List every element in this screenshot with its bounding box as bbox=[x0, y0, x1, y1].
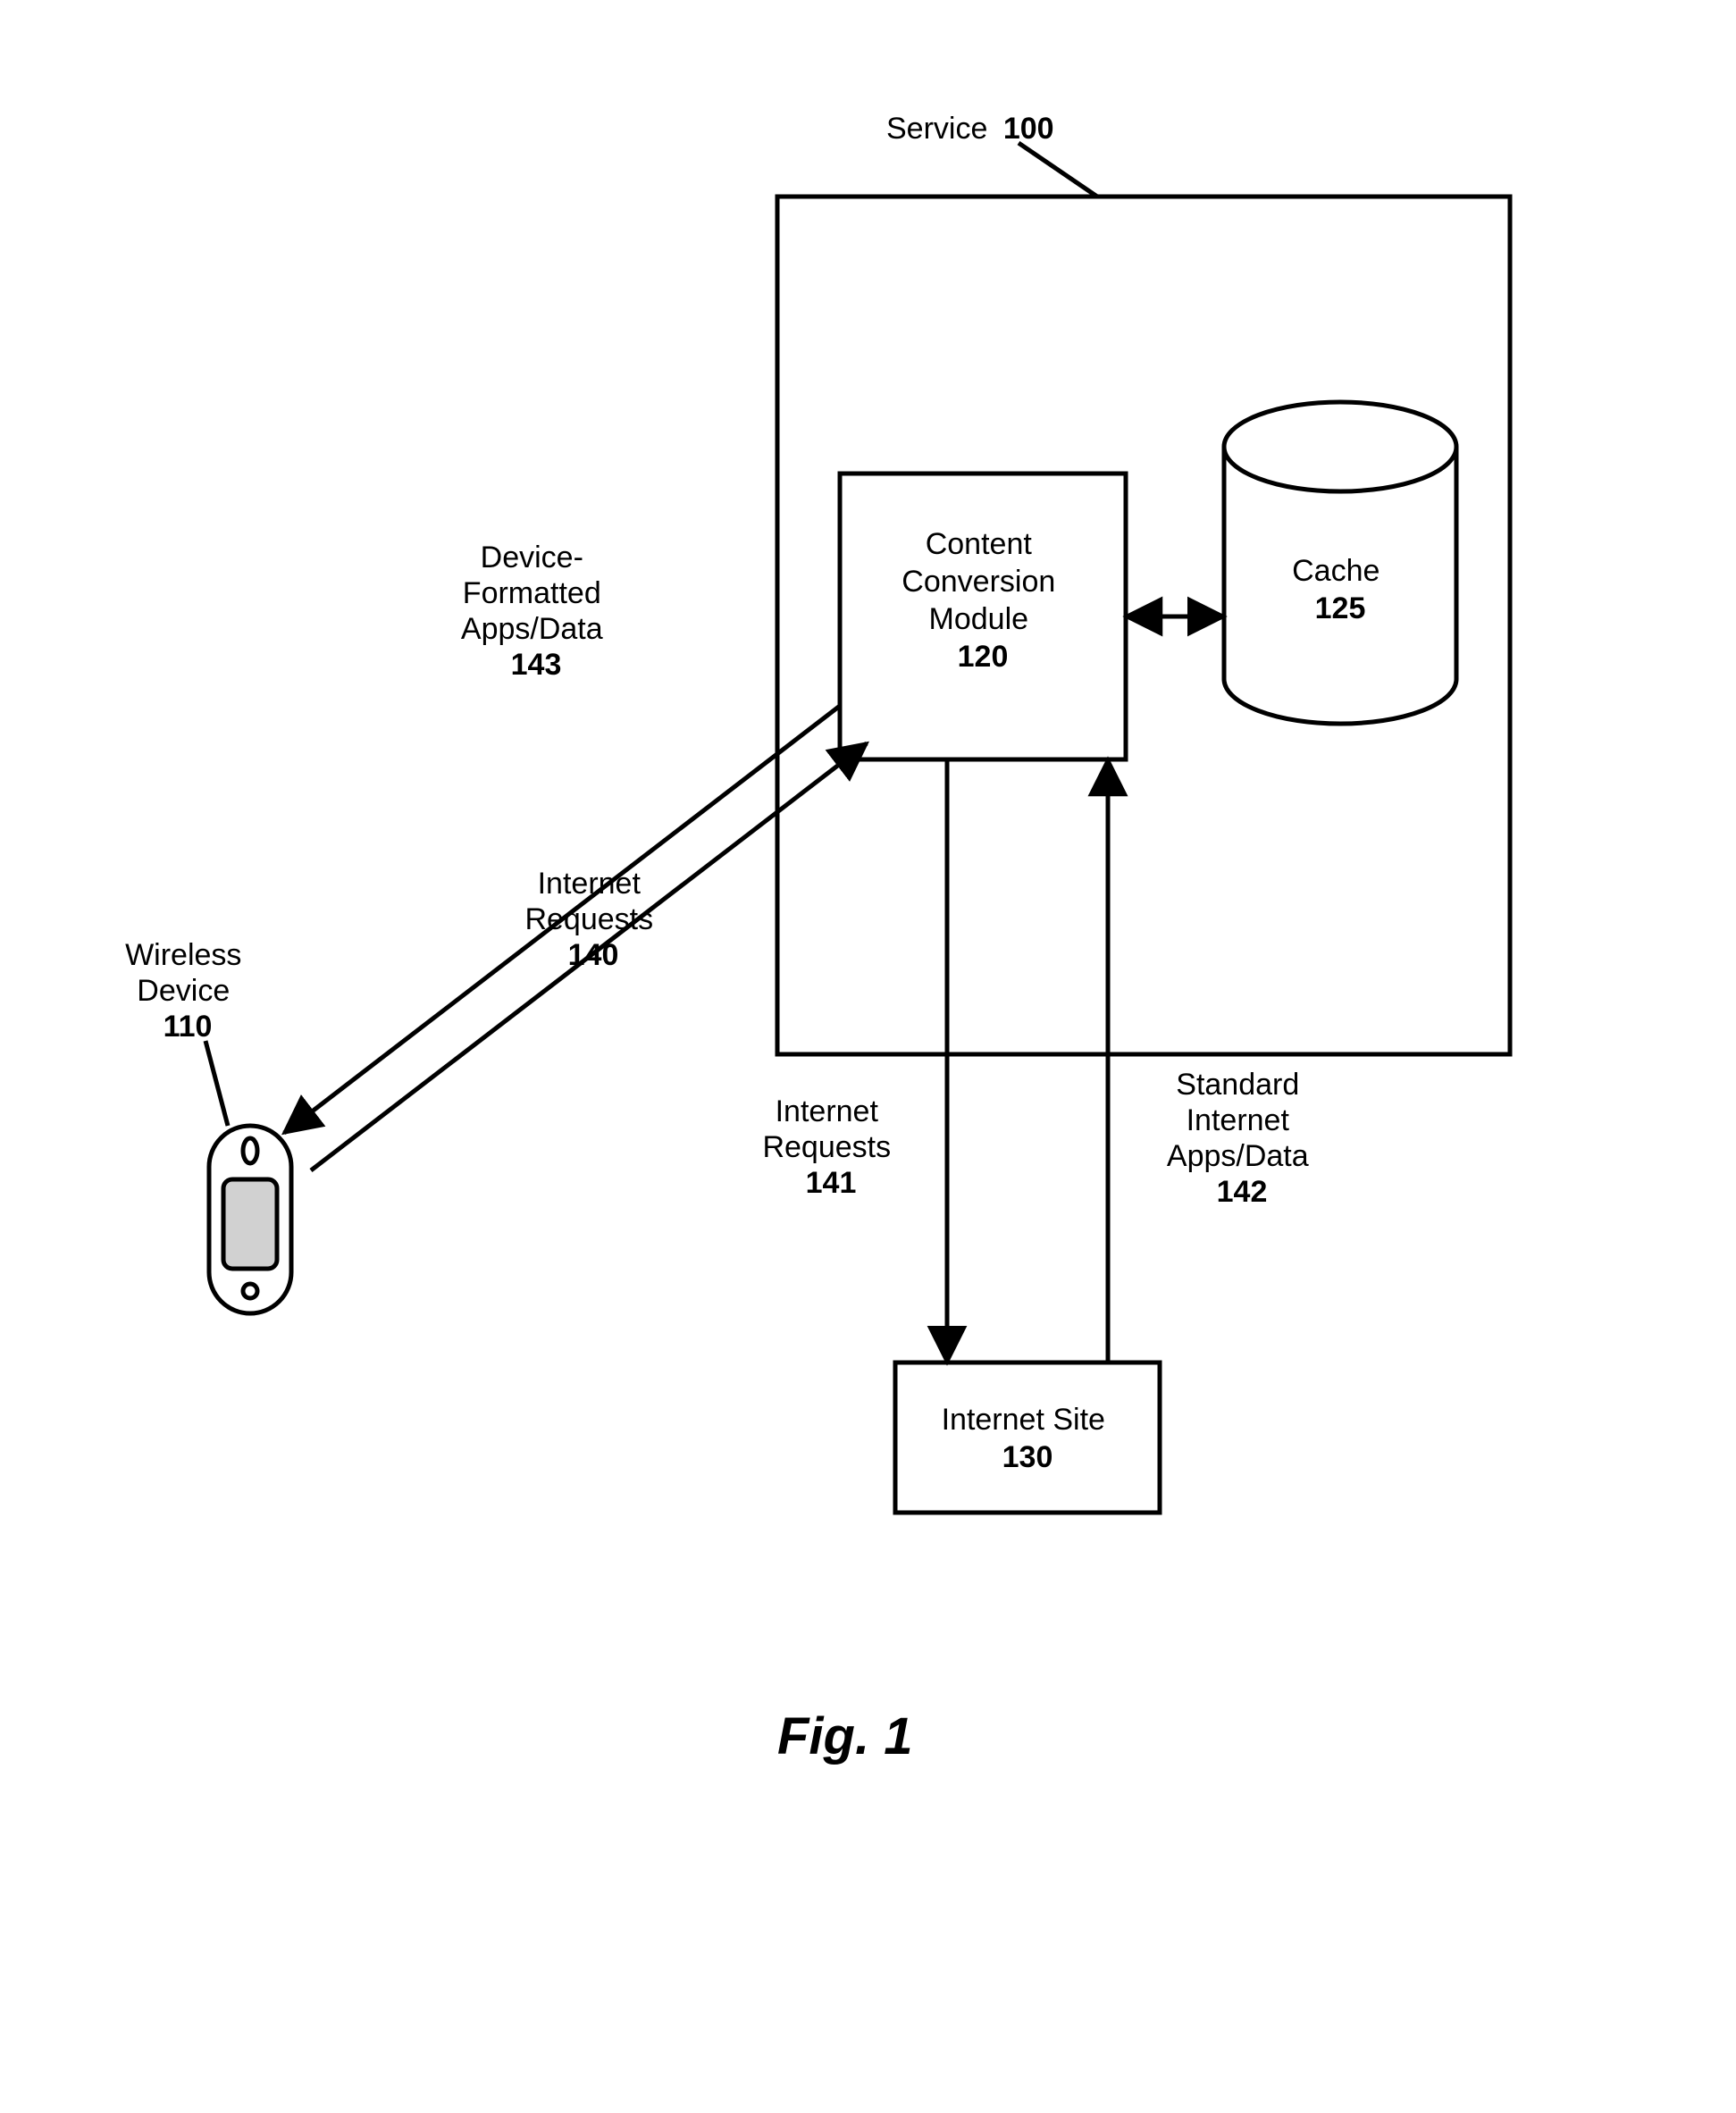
figure-caption: Fig. 1 bbox=[777, 1706, 912, 1766]
label-internet-requests-140: Internet Requests 140 bbox=[524, 867, 661, 972]
service-label: Service 100 bbox=[886, 112, 1054, 146]
internet-site-box bbox=[895, 1363, 1160, 1513]
wireless-device-icon bbox=[209, 1126, 291, 1313]
device-lead-line bbox=[205, 1041, 228, 1126]
cache-label: Cache 125 bbox=[1292, 554, 1388, 625]
ccm-label: Content Conversion Module 120 bbox=[902, 527, 1063, 674]
internet-site-label: Internet Site 130 bbox=[942, 1403, 1114, 1474]
page: Service 100 Content Conversion Module 12… bbox=[0, 0, 1736, 2109]
label-internet-requests-141: Internet Requests 141 bbox=[762, 1094, 899, 1200]
label-device-formatted: Device- Formatted Apps/Data 143 bbox=[461, 541, 611, 682]
service-lead-line bbox=[1019, 143, 1097, 197]
service-box bbox=[777, 197, 1510, 1054]
device-label: Wireless Device 110 bbox=[125, 938, 250, 1044]
diagram-canvas: Service 100 Content Conversion Module 12… bbox=[0, 0, 1736, 2109]
label-standard-internet: Standard Internet Apps/Data 142 bbox=[1167, 1068, 1317, 1209]
